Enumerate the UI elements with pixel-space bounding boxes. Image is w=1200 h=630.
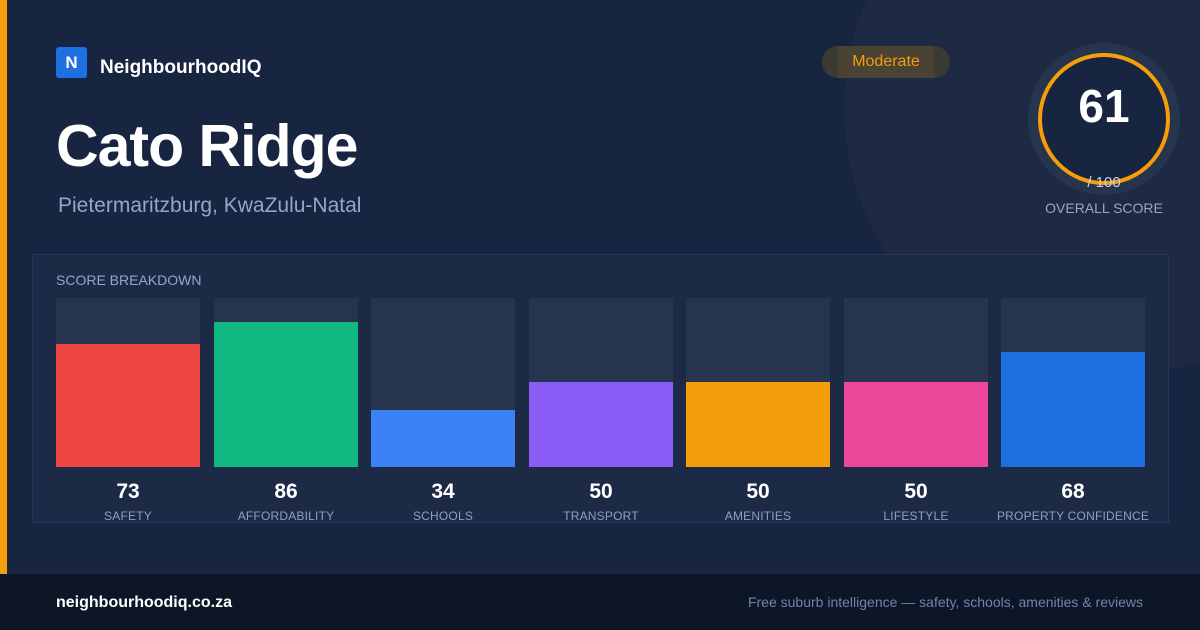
metric-label: AFFORDABILITY	[237, 509, 335, 523]
metric-bar-fill	[214, 322, 358, 467]
metric-value: 50	[589, 480, 613, 503]
metric-value: 86	[274, 480, 298, 503]
overall-score-ring: 61 / 100	[1028, 43, 1180, 195]
metric-bar-track	[371, 298, 515, 467]
rating-badge-fill	[838, 46, 934, 78]
overall-score-max: / 100	[1087, 174, 1121, 191]
rating-label: Moderate	[852, 53, 920, 70]
metric-value: 73	[116, 480, 140, 503]
overall-score-caption: OVERALL SCORE	[1045, 200, 1163, 216]
metric-label: PROPERTY CONFIDENCE	[996, 509, 1150, 523]
overall-score-max-wrap: / 100	[1028, 174, 1180, 192]
footer-domain-link[interactable]: neighbourhoodiq.co.za	[56, 594, 232, 611]
rating-badge: Moderate	[822, 46, 950, 78]
metric-bar-track	[214, 298, 358, 467]
brand-name: NeighbourhoodIQ	[100, 57, 262, 78]
metric-bar-fill	[529, 382, 673, 467]
overall-score-value: 61	[1078, 80, 1130, 132]
metric-bar-track	[529, 298, 673, 467]
metric-bar-fill	[56, 344, 200, 467]
metric-bar-fill	[686, 382, 830, 467]
breakdown-title: SCORE BREAKDOWN	[56, 272, 202, 288]
footer-tagline: Free suburb intelligence — safety, schoo…	[747, 594, 1143, 610]
metric-bar-track	[686, 298, 830, 467]
metric-value: 34	[431, 480, 455, 503]
metric-bar-track	[56, 298, 200, 467]
suburb-name: Cato Ridge	[56, 113, 358, 179]
metric-label: LIFESTYLE	[883, 509, 949, 523]
accent-bar	[0, 0, 7, 574]
metric-value: 68	[1061, 480, 1085, 503]
metric-bar-fill	[1001, 352, 1145, 467]
brand-logo-icon: N	[56, 47, 87, 78]
metric-bar-track	[844, 298, 988, 467]
metric-value: 50	[904, 480, 928, 503]
metric-label: TRANSPORT	[563, 509, 639, 523]
metric-label: AMENITIES	[724, 509, 792, 523]
suburb-location: Pietermaritzburg, KwaZulu-Natal	[58, 194, 362, 217]
score-ring-stroke	[1038, 53, 1170, 185]
brand[interactable]: N NeighbourhoodIQ	[56, 46, 261, 79]
share-card: N NeighbourhoodIQ Cato Ridge Pietermarit…	[0, 0, 1180, 574]
metric-label: SAFETY	[104, 509, 152, 523]
score-breakdown-panel: SCORE BREAKDOWN 73 SAFETY 86 AFFORDABILITY 3…	[32, 254, 1169, 523]
metric-bar-track	[1001, 298, 1145, 467]
metric-label: SCHOOLS	[412, 509, 474, 523]
metric-value: 50	[746, 480, 770, 503]
footer: neighbourhoodiq.co.za Free suburb intell…	[0, 574, 1200, 630]
metric-bar-fill	[844, 382, 988, 467]
metric-bar-fill	[371, 410, 515, 467]
